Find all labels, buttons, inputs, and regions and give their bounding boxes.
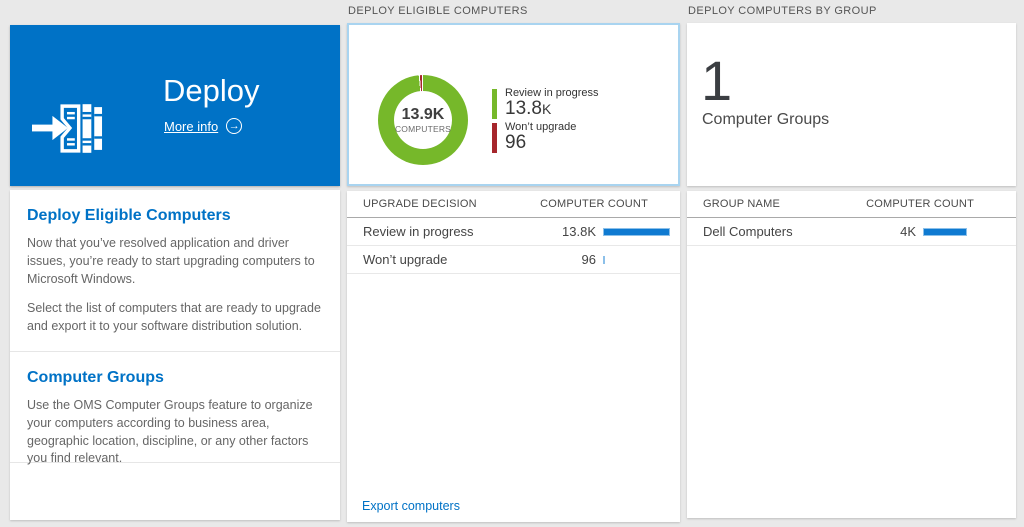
computers-donut-chart[interactable]: 13.9K COMPUTERS [378, 75, 468, 165]
legend-swatch-red [492, 123, 497, 153]
count-bar [923, 227, 968, 236]
deploy-info-panel: Deploy Eligible Computers Now that you’v… [10, 190, 340, 520]
column-computer-count: COMPUTER COUNT [540, 198, 648, 210]
group-table-header: GROUP NAME COMPUTER COUNT [687, 191, 1016, 218]
column-upgrade-decision: UPGRADE DECISION [363, 198, 477, 210]
computer-groups-heading[interactable]: Computer Groups [27, 369, 164, 386]
count-bar-track [923, 227, 988, 236]
deploy-icon [32, 101, 103, 161]
computer-groups-description: Use the OMS Computer Groups feature to o… [27, 398, 313, 466]
eligible-computers-section-header: DEPLOY ELIGIBLE COMPUTERS [348, 5, 528, 17]
table-row-dell-computers[interactable]: Dell Computers 4K [687, 218, 1016, 246]
export-computers-link[interactable]: Export computers [362, 499, 460, 513]
deploy-eligible-description-2: Select the list of computers that are re… [27, 301, 321, 333]
count-bar-track [603, 227, 670, 236]
computer-groups-section: Computer Groups Use the OMS Computer Gro… [10, 352, 340, 465]
eligible-computers-chart-card: 13.9K COMPUTERS Review in progress 13.8K… [347, 23, 680, 186]
count-bar [603, 227, 670, 236]
arrow-right-circle-icon[interactable]: → [226, 118, 243, 134]
donut-center-label: 13.9K COMPUTERS [394, 91, 452, 149]
deploy-eligible-computers-heading[interactable]: Deploy Eligible Computers [27, 207, 231, 224]
page-title: Deploy [163, 73, 260, 108]
donut-legend: Review in progress 13.8K Won’t upgrade 9… [492, 87, 599, 155]
computer-groups-count: 1 [701, 49, 733, 112]
upgrade-decision-table-header: UPGRADE DECISION COMPUTER COUNT [347, 191, 680, 218]
computer-groups-summary-card: 1 Computer Groups [687, 23, 1016, 186]
legend-swatch-green [492, 89, 497, 119]
group-name-table-card: GROUP NAME COMPUTER COUNT Dell Computers… [687, 191, 1016, 518]
column-computer-count: COMPUTER COUNT [866, 198, 974, 210]
upgrade-decision-table-card: UPGRADE DECISION COMPUTER COUNT Review i… [347, 191, 680, 522]
table-row-wont-upgrade[interactable]: Won’t upgrade 96 [347, 246, 680, 274]
more-info-link[interactable]: More info [164, 118, 219, 134]
legend-item-wont-upgrade: Won’t upgrade 96 [492, 121, 599, 153]
computers-by-group-section-header: DEPLOY COMPUTERS BY GROUP [688, 5, 877, 17]
legend-item-review-in-progress: Review in progress 13.8K [492, 87, 599, 119]
deploy-hero-tile: Deploy More info → [10, 25, 340, 186]
deploy-eligible-computers-section: Deploy Eligible Computers Now that you’v… [10, 190, 340, 352]
computer-groups-count-label: Computer Groups [702, 111, 830, 128]
deploy-eligible-description-1: Now that you’ve resolved application and… [27, 236, 315, 286]
count-bar [603, 255, 605, 264]
column-group-name: GROUP NAME [703, 198, 780, 210]
count-bar-track [603, 255, 670, 264]
table-row-review-in-progress[interactable]: Review in progress 13.8K [347, 218, 680, 246]
